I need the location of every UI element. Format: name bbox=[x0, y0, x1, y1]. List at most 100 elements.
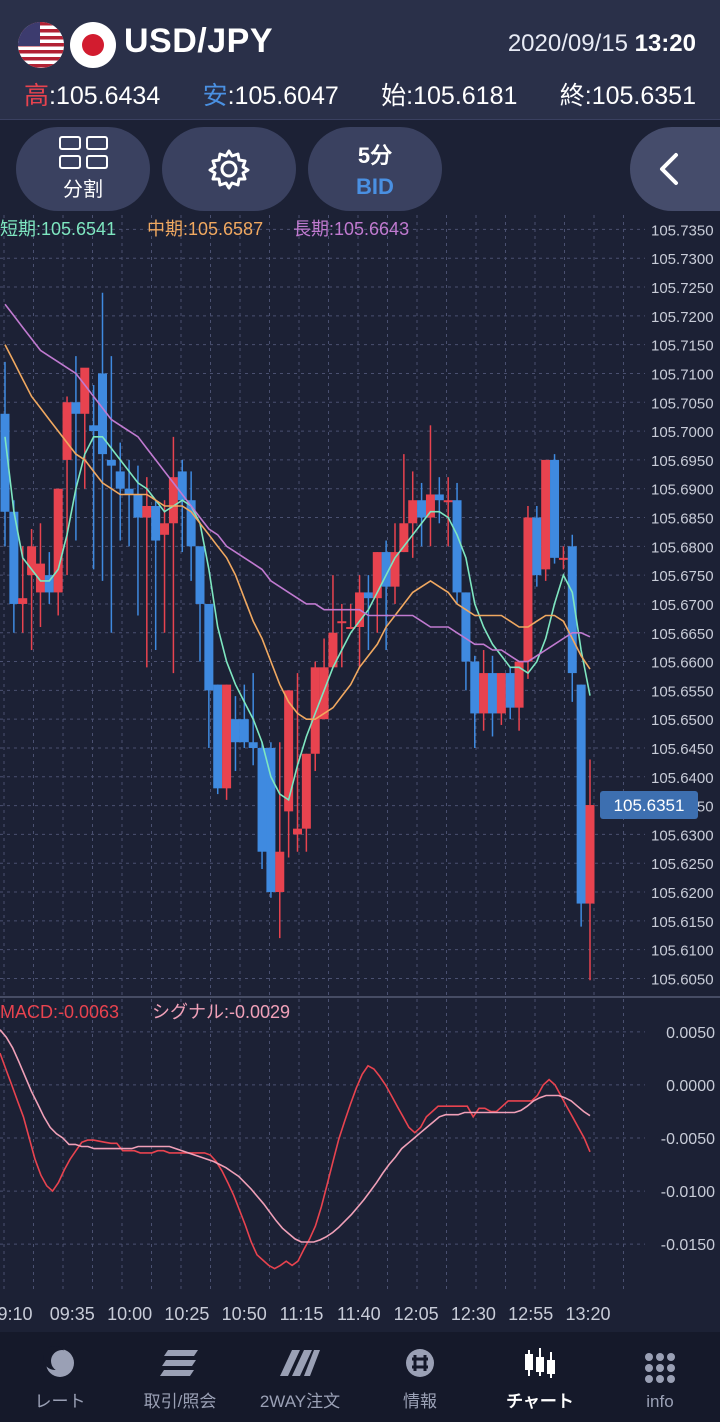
current-price-tag: 105.6351 bbox=[600, 791, 698, 820]
nav-label-news: 情報 bbox=[403, 1392, 437, 1411]
candle-body bbox=[106, 459, 116, 466]
time-tick-label: 11:40 bbox=[337, 1304, 381, 1324]
bottom-navigation: レート 取引/照会 2WAY注文 情報 チャート info bbox=[0, 1332, 720, 1422]
price-tick-label: 105.7000 bbox=[651, 424, 714, 441]
split-grid-icon bbox=[58, 136, 108, 169]
candle-body bbox=[115, 471, 125, 489]
candlesticks bbox=[0, 292, 595, 981]
candle-body bbox=[177, 471, 187, 501]
candle-body bbox=[372, 552, 382, 599]
candle-body bbox=[133, 494, 143, 518]
timestamp: 2020/09/15 13:20 bbox=[508, 30, 696, 58]
candle-body bbox=[461, 592, 471, 662]
low-price: 安:105.6047 bbox=[202, 82, 339, 110]
price-tick-label: 105.6250 bbox=[651, 856, 714, 873]
nav-rate[interactable]: レート bbox=[0, 1332, 120, 1422]
date-text: 2020/09/15 bbox=[507, 30, 628, 57]
collapse-button[interactable] bbox=[630, 127, 720, 211]
price-tick-label: 105.6450 bbox=[651, 741, 714, 758]
candle-body bbox=[585, 805, 595, 904]
candle-body bbox=[266, 747, 276, 893]
candle-body bbox=[399, 523, 409, 553]
candle-body bbox=[44, 575, 54, 593]
trade-icon bbox=[160, 1345, 200, 1381]
candle-body bbox=[275, 851, 285, 893]
price-tick-label: 105.6750 bbox=[651, 568, 714, 585]
chevron-left-icon bbox=[660, 153, 678, 185]
mid-ma-label: 中期:105.6587 bbox=[147, 219, 263, 239]
time-tick-label: 13:20 bbox=[565, 1304, 610, 1324]
candle-body bbox=[532, 517, 542, 576]
candle-body bbox=[53, 488, 63, 593]
candle-body bbox=[390, 552, 400, 587]
timeframe-label: 5分 bbox=[357, 143, 393, 168]
split-label: 分割 bbox=[63, 179, 103, 201]
nav-news[interactable]: 情報 bbox=[360, 1332, 480, 1422]
candle-body bbox=[425, 494, 435, 518]
candle-body bbox=[62, 402, 72, 460]
time-tick-label: 12:05 bbox=[394, 1304, 439, 1324]
candle-body bbox=[35, 563, 45, 593]
candle-body bbox=[0, 413, 10, 512]
candle-body bbox=[257, 747, 267, 852]
price-tick-label: 105.6150 bbox=[651, 914, 714, 931]
price-tick-label: 105.7050 bbox=[651, 395, 714, 412]
price-chart[interactable]: 105.7350 105.7300 105.7250 105.7200 105.7150… bbox=[0, 215, 720, 1332]
candle-body bbox=[98, 373, 107, 455]
us-flag-icon bbox=[18, 22, 64, 68]
ma-line-0 bbox=[4, 436, 591, 802]
short-ma-label: 短期:105.6541 bbox=[0, 219, 116, 239]
nav-chart[interactable]: チャート bbox=[480, 1332, 600, 1422]
macd-tick-label: -0.0150 bbox=[661, 1237, 715, 1254]
split-button[interactable]: 分割 bbox=[16, 127, 150, 211]
candle-body bbox=[168, 477, 178, 524]
macd-label: MACD:-0.0063 bbox=[0, 1002, 119, 1022]
macd-tick-label: -0.0100 bbox=[661, 1184, 715, 1201]
chart-grid bbox=[0, 215, 645, 1293]
currency-pair-title[interactable]: USD/JPY bbox=[124, 22, 273, 60]
price-tick-label: 105.7150 bbox=[651, 338, 714, 355]
price-tick-label: 105.6200 bbox=[651, 885, 714, 902]
candle-body bbox=[505, 673, 515, 708]
candle-body bbox=[124, 488, 134, 495]
macd-tick-label: 0.0050 bbox=[666, 1025, 715, 1042]
candle-body bbox=[328, 632, 338, 668]
candle-body bbox=[160, 523, 170, 535]
ohlc-summary: 高:105.6434 安:105.6047 始:105.6181 終:105.6… bbox=[24, 76, 696, 112]
candle-body bbox=[496, 673, 506, 714]
candle-body bbox=[381, 552, 391, 587]
candle-body bbox=[248, 742, 258, 748]
nav-trade[interactable]: 取引/照会 bbox=[120, 1332, 240, 1422]
macd-tick-label: 0.0000 bbox=[666, 1078, 715, 1095]
price-tick-label: 105.7200 bbox=[651, 309, 714, 326]
candle-body bbox=[452, 500, 462, 593]
twoway-icon bbox=[280, 1345, 320, 1381]
price-tick-label: 105.6500 bbox=[651, 712, 714, 729]
candle-body bbox=[186, 500, 196, 547]
candle-body bbox=[558, 557, 568, 560]
chart-toolbar: 分割 5分 BID bbox=[0, 121, 720, 215]
candle-body bbox=[576, 684, 586, 904]
macd-axis: 0.0050 0.0000 -0.0050 -0.0100 -0.0150 bbox=[661, 1025, 715, 1254]
price-tick-label: 105.6800 bbox=[651, 539, 714, 556]
candle-body bbox=[151, 505, 161, 541]
candle-body bbox=[363, 592, 373, 599]
rate-icon bbox=[43, 1345, 77, 1381]
candle-body bbox=[71, 402, 81, 414]
nav-twoway[interactable]: 2WAY注文 bbox=[240, 1332, 360, 1422]
timeframe-button[interactable]: 5分 BID bbox=[308, 127, 442, 211]
moving-averages bbox=[4, 303, 591, 802]
macd-tick-label: -0.0050 bbox=[661, 1131, 715, 1148]
candle-body bbox=[9, 511, 19, 604]
nav-info[interactable]: info bbox=[600, 1332, 720, 1422]
nav-label-chart: チャート bbox=[506, 1392, 574, 1411]
candle-body bbox=[514, 661, 524, 708]
settings-button[interactable] bbox=[162, 127, 296, 211]
long-ma-label: 長期:105.6643 bbox=[293, 219, 409, 239]
candle-body bbox=[470, 661, 480, 714]
price-tick-label: 105.6900 bbox=[651, 482, 714, 499]
candle-body bbox=[293, 828, 302, 835]
price-tick-label: 105.6700 bbox=[651, 597, 714, 614]
time-tick-label: 10:00 bbox=[107, 1304, 152, 1324]
open-price: 始:105.6181 bbox=[381, 82, 518, 110]
